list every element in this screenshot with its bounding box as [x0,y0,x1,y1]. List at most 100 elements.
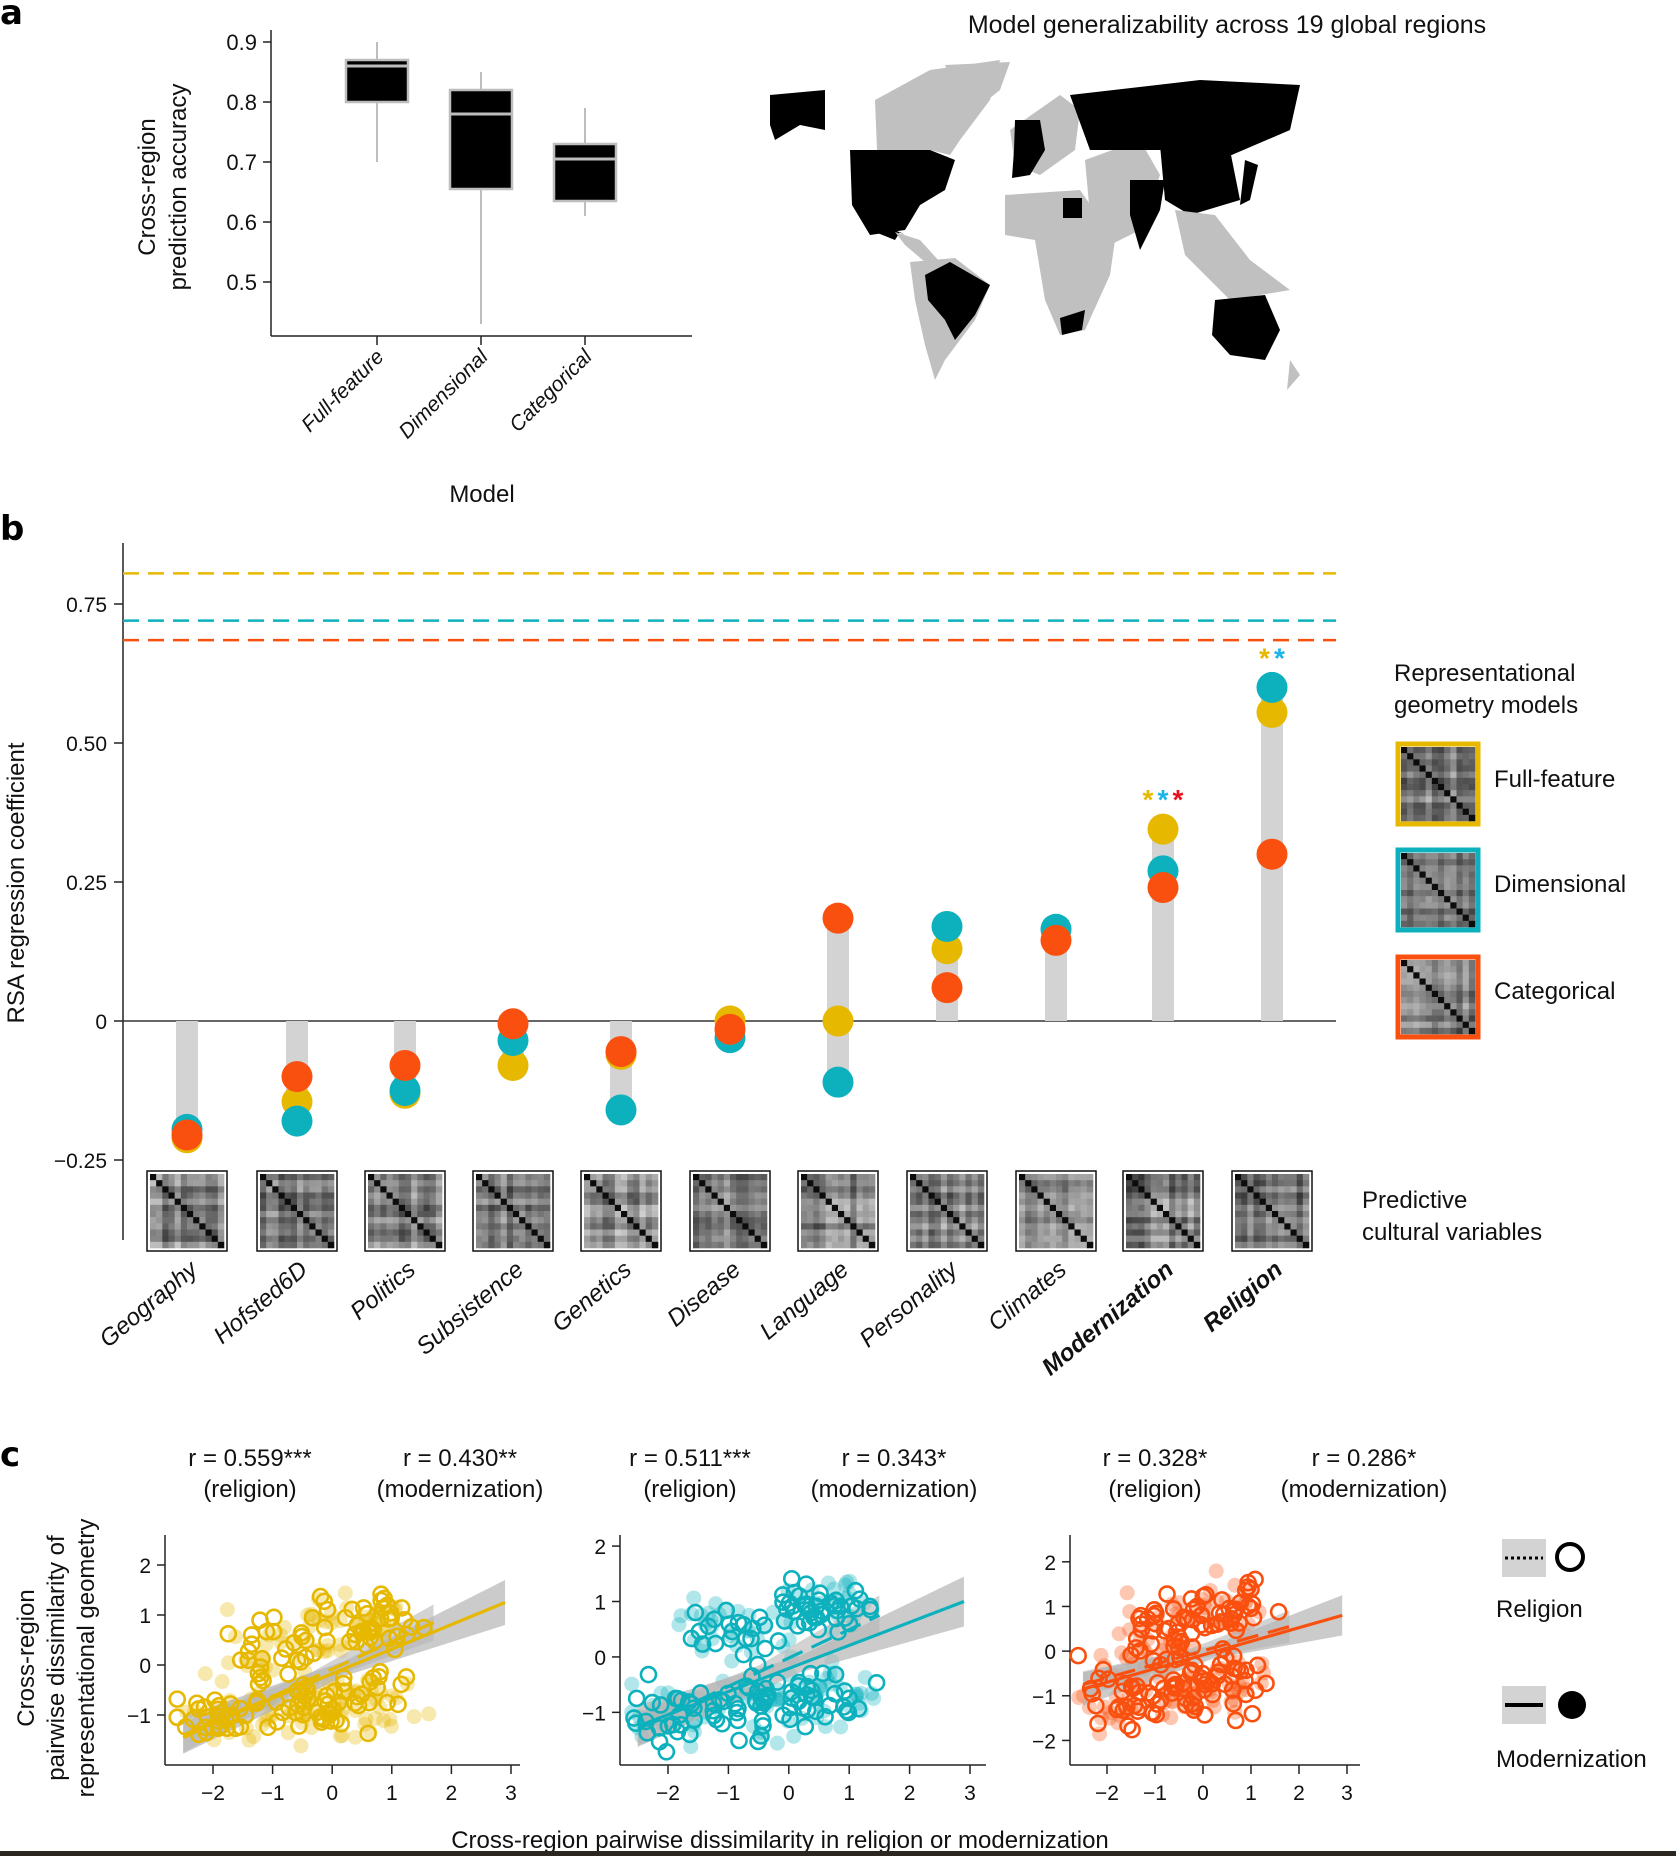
matrix-cell [199,1235,206,1243]
matrix-cell [801,1198,808,1206]
matrix-cell [1462,920,1470,928]
matrix-cell [500,1223,508,1230]
matrix-cell [1468,1027,1476,1035]
matrix-cell [482,1180,489,1187]
matrix-cell [266,1192,273,1199]
matrix-cell [368,1217,375,1224]
matrix-cell [862,1198,870,1206]
matrix-cell [217,1198,225,1206]
matrix-cell [205,1198,212,1206]
matrix-cell [174,1241,182,1249]
dotplot-point-categorical [1040,924,1072,956]
matrix-cell [1438,896,1445,903]
matrix-cell [754,1192,762,1199]
matrix-cell [1241,1174,1248,1181]
scatter-point-religion [756,1639,774,1658]
matrix-cell [272,1241,279,1249]
matrix-cell [519,1241,526,1249]
matrix-cell [1468,997,1476,1004]
matrix-cell [543,1174,551,1181]
matrix-cell [1290,1174,1297,1181]
map-landmass-india [1130,180,1165,250]
scatter-point-modernization [406,1709,422,1725]
matrix-cell [1450,796,1457,803]
matrix-cell [1431,1021,1439,1029]
matrix-cell [1247,1174,1254,1181]
matrix-cell [1193,1241,1201,1249]
scatter-point-religion [1108,1700,1126,1719]
matrix-cell [1138,1198,1145,1206]
matrix-cell [801,1180,808,1187]
matrix-cell [1068,1174,1075,1181]
matrix-cell [1431,859,1439,866]
matrix-cell [1456,747,1463,754]
matrix-cell [417,1235,424,1243]
matrix-cell [156,1192,163,1199]
matrix-cell [513,1229,520,1236]
scatter-point-modernization [293,1738,309,1754]
matrix-cell [813,1198,820,1206]
matrix-cell [928,1211,935,1218]
matrix-cell [386,1241,393,1249]
matrix-cell [916,1211,923,1218]
predictor-matrix-thumbnail [1015,1170,1097,1252]
matrix-cell [730,1211,737,1218]
scatter-xlabel: Cross-region pairwise dissimilarity in r… [451,1827,1109,1854]
matrix-cell [590,1217,597,1224]
matrix-cell [150,1186,157,1193]
matrix-cell [1438,759,1445,766]
matrix-cell [537,1204,545,1212]
matrix-cell [500,1180,508,1187]
matrix-cell [1401,753,1408,760]
scatter-point-religion [334,1674,353,1693]
matrix-cell [272,1204,279,1212]
dotplot-legend: Representational geometry models Full-fe… [1362,660,1626,1246]
matrix-cell [1175,1174,1182,1181]
matrix-cell [1401,997,1408,1004]
matrix-cell [1284,1217,1291,1224]
matrix-cell [862,1241,870,1249]
matrix-cell [513,1174,520,1181]
matrix-cell [187,1204,194,1212]
matrix-cell [807,1174,814,1181]
matrix-cell [417,1174,424,1181]
matrix-cell [1138,1204,1145,1212]
scatter-point-religion [335,1682,354,1701]
scatter-point-religion [742,1629,760,1648]
matrix-cell [417,1229,424,1236]
matrix-cell [174,1223,182,1230]
matrix-cell [513,1192,520,1199]
matrix-cell [488,1180,495,1187]
matrix-cell [608,1204,616,1212]
scatter-point-religion [1195,1675,1214,1694]
map-landmass-western-europe [1012,120,1045,178]
matrix-cell [1462,914,1470,922]
matrix-cell [699,1223,706,1230]
matrix-cell [297,1180,304,1187]
matrix-cell [1419,796,1426,803]
matrix-cell [1278,1198,1285,1206]
matrix-cell [748,1192,755,1199]
matrix-cell [1302,1192,1310,1199]
matrix-cell [266,1180,273,1187]
matrix-cell [1259,1235,1267,1243]
scatter-point-modernization [1163,1710,1179,1726]
matrix-cell [1126,1229,1133,1236]
matrix-cell [934,1241,942,1249]
scatter-point-modernization [769,1735,785,1751]
matrix-cell [260,1223,267,1230]
matrix-cell [211,1229,219,1236]
dotplot-point-full-feature [1147,813,1179,845]
dotplot-category-label: Disease [662,1256,746,1332]
scatter-point-religion [242,1626,261,1644]
scatter-xtick-label: 2 [1293,1782,1305,1805]
matrix-cell [825,1241,833,1249]
matrix-cell [711,1186,718,1193]
scatter-point-religion [729,1711,747,1730]
matrix-cell [1278,1192,1285,1199]
matrix-cell [760,1217,768,1224]
scatter-xtick-label: −2 [1095,1782,1119,1805]
matrix-cell [1241,1186,1248,1193]
matrix-cell [754,1241,762,1249]
scatter-xtick-label: 3 [964,1782,976,1805]
